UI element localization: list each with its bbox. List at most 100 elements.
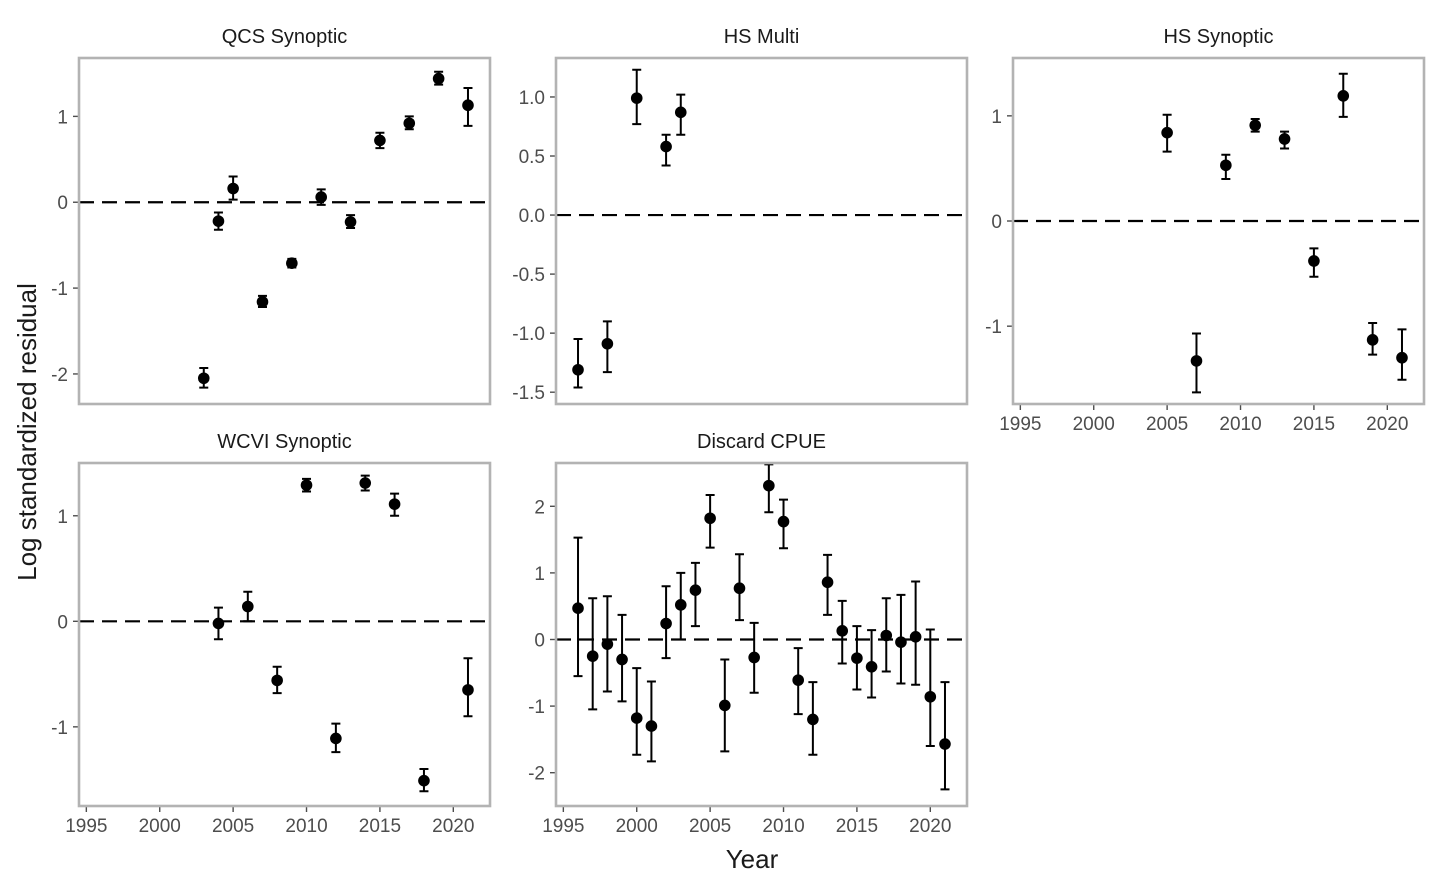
data-point — [286, 257, 298, 269]
y-tick-label: 0 — [57, 193, 68, 214]
data-point — [763, 479, 775, 492]
data-point — [1366, 334, 1379, 346]
data-point — [388, 498, 401, 510]
data-point — [674, 106, 687, 119]
x-tick-label: 2005 — [689, 816, 731, 837]
y-tick-label: -0.5 — [512, 265, 545, 286]
data-point — [586, 650, 599, 662]
data-point — [330, 732, 342, 745]
y-tick-label: 1.0 — [519, 88, 545, 109]
data-point — [197, 372, 210, 385]
data-point — [432, 72, 445, 85]
y-tick-label: 0 — [57, 612, 68, 633]
panel-title: Discard CPUE — [697, 431, 826, 453]
y-tick-label: -1 — [985, 317, 1002, 338]
x-tick-label: 2005 — [212, 816, 254, 837]
data-point — [660, 140, 672, 153]
data-point — [836, 625, 849, 637]
y-axis-title: Log standardized residual — [12, 283, 42, 581]
x-tick-label: 1995 — [999, 414, 1041, 435]
data-point — [939, 738, 951, 750]
data-point — [256, 296, 269, 308]
y-tick-label: 1 — [991, 107, 1002, 128]
data-point — [271, 674, 283, 687]
x-tick-label: 2015 — [836, 816, 878, 837]
data-point — [733, 582, 746, 595]
panel-title: WCVI Synoptic — [217, 431, 351, 453]
y-tick-label: -2 — [51, 365, 68, 386]
y-tick-label: -1.5 — [512, 383, 545, 404]
panel-frame — [554, 56, 969, 406]
data-point — [821, 576, 834, 589]
data-point — [359, 477, 372, 489]
data-point — [1190, 355, 1203, 367]
panel-1: HS Multi -1.5 -1.0 -0.5 0.0 0.5 1.0 — [512, 26, 969, 406]
data-point — [212, 215, 225, 227]
data-point — [630, 92, 643, 104]
data-point — [865, 661, 878, 673]
data-point — [674, 599, 687, 611]
y-tick-label: -1.0 — [512, 324, 545, 345]
y-tick-label: 1 — [57, 107, 68, 128]
x-tick-label: 2015 — [359, 816, 401, 837]
x-tick-label: 2015 — [1293, 414, 1335, 435]
data-point — [572, 363, 584, 376]
data-point — [462, 684, 474, 696]
data-point — [462, 99, 474, 112]
y-tick-label: -1 — [51, 718, 68, 739]
data-point — [660, 617, 672, 630]
data-point — [1249, 119, 1261, 132]
data-point — [704, 512, 716, 525]
panel-3: WCVI Synoptic -1 0 1 1995 2000 2005 2010 2015 202… — [51, 431, 492, 837]
y-tick-label: 0 — [991, 212, 1002, 233]
data-point — [748, 651, 760, 664]
x-tick-label: 2010 — [285, 816, 327, 837]
data-point — [645, 720, 658, 732]
data-point — [315, 191, 327, 203]
data-point — [344, 216, 357, 228]
data-point — [851, 652, 863, 664]
data-point — [300, 479, 313, 491]
panel-title: HS Synoptic — [1163, 26, 1273, 48]
data-point — [924, 690, 937, 703]
panel-0: QCS Synoptic -2 -1 0 1 — [51, 26, 492, 406]
y-tick-label: 0.5 — [519, 147, 545, 168]
y-tick-label: 0.0 — [519, 206, 545, 227]
data-point — [572, 602, 584, 614]
data-point — [212, 617, 225, 630]
panel-title: HS Multi — [724, 26, 800, 48]
data-point — [689, 584, 702, 597]
data-point — [880, 629, 893, 642]
data-point — [909, 631, 922, 643]
x-tick-label: 2020 — [432, 816, 474, 837]
data-point — [1220, 159, 1232, 172]
data-point — [1161, 126, 1173, 139]
error-bar — [940, 681, 950, 791]
x-tick-label: 1995 — [65, 816, 107, 837]
error-bar — [925, 628, 935, 748]
panel-title: QCS Synoptic — [222, 26, 348, 48]
panel-frame — [77, 56, 492, 406]
data-point — [1337, 90, 1350, 102]
data-point — [418, 774, 430, 787]
x-tick-label: 2000 — [616, 816, 658, 837]
data-point — [895, 636, 907, 648]
data-point — [601, 337, 614, 350]
x-tick-label: 2020 — [909, 816, 951, 837]
data-point — [242, 600, 254, 613]
x-tick-label: 2000 — [139, 816, 181, 837]
error-bar — [573, 338, 583, 389]
data-point — [792, 674, 804, 686]
data-point — [777, 515, 790, 528]
data-point — [403, 117, 416, 130]
x-axis-title: Year — [726, 844, 779, 874]
data-point — [227, 182, 239, 195]
y-tick-label: 2 — [534, 497, 545, 518]
data-point — [1396, 351, 1408, 364]
data-point — [1278, 133, 1291, 145]
data-point — [630, 712, 643, 724]
panel-frame — [77, 461, 492, 808]
panels-layer: QCS Synoptic -2 -1 0 1 HS Multi -1.5 -1.0 -0.5 0.… — [51, 26, 1426, 837]
panel-2: HS Synoptic -1 0 1 1995 2000 2005 2010 2015 2020 — [985, 26, 1426, 435]
